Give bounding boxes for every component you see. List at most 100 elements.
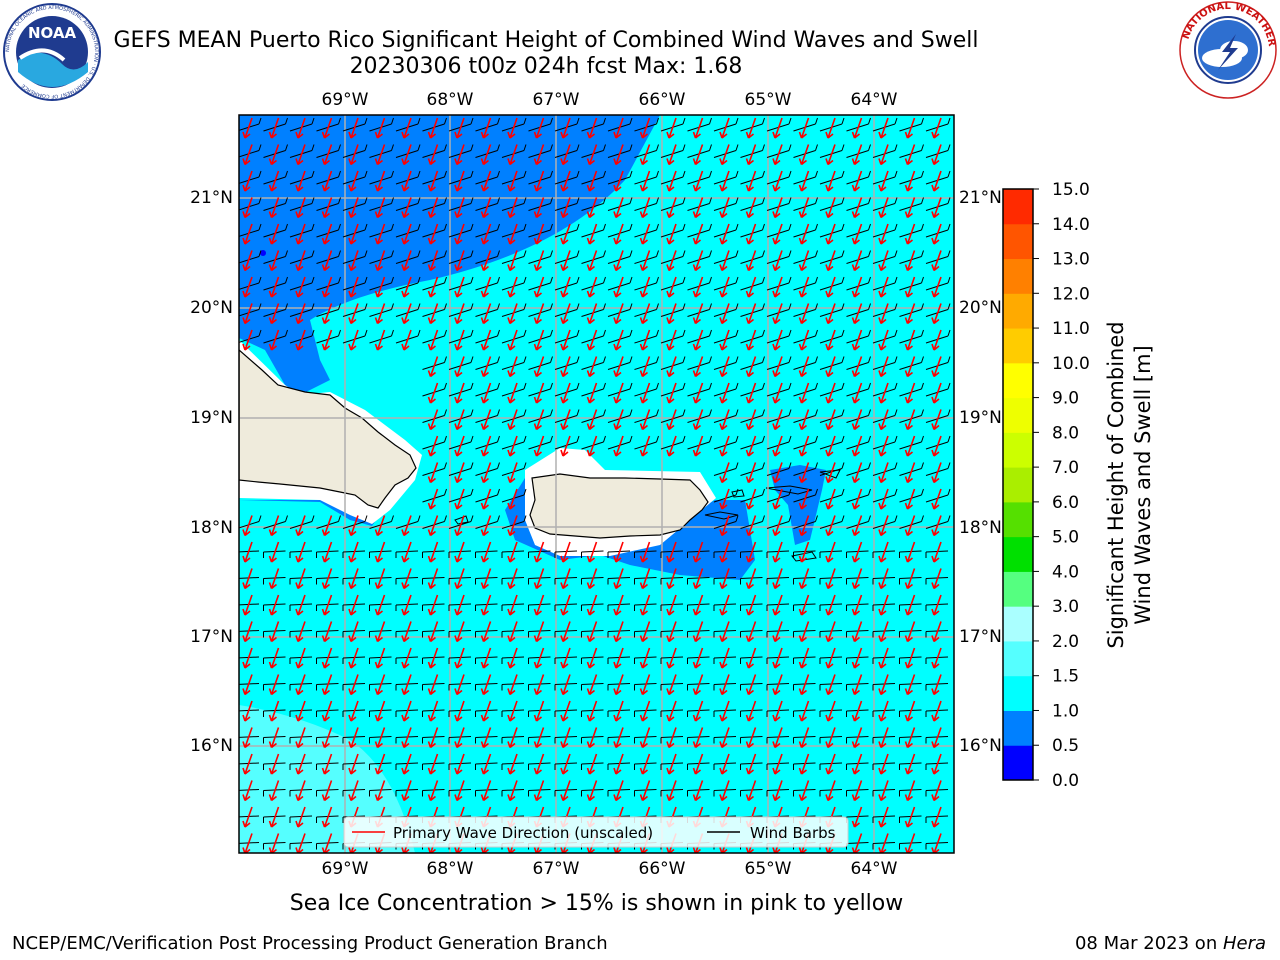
wave-direction-arrow: [719, 303, 730, 325]
wave-direction-arrow: [268, 303, 280, 325]
wave-direction-arrow: [242, 223, 253, 245]
wave-direction-arrow: [639, 568, 651, 590]
wave-direction-arrow: [904, 409, 916, 431]
wave-direction-arrow: [295, 780, 306, 802]
wave-direction-arrow: [480, 594, 492, 616]
wave-direction-arrow: [427, 329, 439, 351]
wave-direction-arrow: [692, 753, 704, 775]
wave-direction-arrow: [613, 223, 624, 245]
wave-direction-arrow: [745, 780, 757, 802]
wave-direction-arrow: [825, 515, 836, 537]
wave-direction-arrow: [480, 780, 492, 802]
wave-direction-arrow: [242, 170, 253, 192]
chart-subtitle: 20230306 t00z 024h fcst Max: 1.68: [349, 54, 743, 79]
wave-direction-arrow: [613, 594, 624, 616]
wave-direction-arrow: [904, 170, 916, 192]
wave-direction-arrow: [295, 117, 306, 139]
wave-direction-arrow: [798, 594, 810, 616]
wave-direction-arrow: [745, 144, 757, 166]
wave-direction-arrow: [798, 409, 810, 431]
wave-direction-arrow: [745, 515, 757, 537]
wave-direction-arrow: [825, 621, 836, 643]
wave-direction-arrow: [745, 621, 757, 643]
colorbar-tick-label: 2.0: [1052, 632, 1079, 652]
wave-direction-arrow: [772, 674, 783, 696]
wave-direction-arrow: [401, 117, 412, 139]
wave-direction-arrow: [321, 541, 333, 563]
wave-direction-arrow: [242, 197, 253, 219]
wave-direction-arrow: [931, 647, 942, 669]
wave-direction-arrow: [507, 674, 518, 696]
wave-direction-arrow: [480, 409, 492, 431]
wave-direction-arrow: [825, 594, 836, 616]
wave-direction-arrow: [507, 223, 518, 245]
noaa-logo-text: NOAA: [28, 24, 77, 42]
wave-direction-arrow: [507, 197, 518, 219]
wave-direction-arrow: [825, 117, 836, 139]
wave-direction-arrow: [427, 144, 439, 166]
wave-direction-arrow: [480, 170, 492, 192]
colorbar-tick-label: 8.0: [1052, 423, 1079, 443]
wave-direction-arrow: [533, 647, 545, 669]
wave-direction-arrow: [242, 541, 253, 563]
wave-direction-arrow: [825, 223, 836, 245]
wave-direction-arrow: [401, 594, 412, 616]
wave-direction-arrow: [692, 356, 704, 378]
wave-direction-arrow: [242, 250, 253, 272]
wave-direction-arrow: [480, 541, 492, 563]
wave-direction-arrow: [692, 435, 704, 457]
wave-direction-arrow: [242, 700, 253, 722]
wave-direction-arrow: [427, 488, 439, 510]
wave-direction-arrow: [666, 621, 677, 643]
colorbar-tick-label: 11.0: [1052, 319, 1090, 339]
wave-direction-arrow: [772, 727, 783, 749]
wave-direction-arrow: [878, 329, 889, 351]
colorbar-segment: [1003, 745, 1033, 781]
wave-direction-arrow: [719, 276, 730, 298]
wave-direction-arrow: [851, 621, 863, 643]
wave-direction-arrow: [401, 568, 412, 590]
wave-direction-arrow: [427, 170, 439, 192]
wave-direction-arrow: [533, 276, 545, 298]
footer-date: 08 Mar 2023 on Hera: [1075, 933, 1266, 954]
colorbar-segment: [1003, 293, 1033, 329]
wave-direction-arrow: [745, 409, 757, 431]
wave-direction-arrow: [560, 356, 571, 378]
colorbar-segment: [1003, 432, 1033, 468]
wave-direction-arrow: [613, 276, 624, 298]
wave-direction-arrow: [560, 594, 571, 616]
wave-direction-arrow: [242, 674, 253, 696]
wave-direction-arrow: [480, 647, 492, 669]
legend-wave-label: Primary Wave Direction (unscaled): [393, 824, 653, 842]
wave-direction-arrow: [295, 621, 306, 643]
wave-direction-arrow: [268, 170, 280, 192]
wave-direction-arrow: [348, 727, 359, 749]
lon-label-top: 66°W: [639, 90, 686, 110]
wave-direction-arrow: [825, 170, 836, 192]
wave-direction-arrow: [401, 674, 412, 696]
wave-direction-arrow: [745, 223, 757, 245]
wave-direction-arrow: [507, 276, 518, 298]
colorbar-tick-label: 7.0: [1052, 458, 1079, 478]
lon-label-top: 69°W: [322, 90, 369, 110]
island-st-thomas: [765, 485, 813, 495]
wave-direction-arrow: [719, 250, 730, 272]
wave-direction-arrow: [454, 409, 465, 431]
wave-direction-arrow: [454, 170, 465, 192]
wave-direction-arrow: [745, 329, 757, 351]
colorbar-segment: [1003, 640, 1033, 677]
wave-direction-arrow: [798, 674, 810, 696]
colorbar-tick-label: 13.0: [1052, 250, 1090, 270]
wave-direction-arrow: [586, 223, 598, 245]
wave-direction-arrow: [931, 144, 942, 166]
wave-direction-arrow: [825, 356, 836, 378]
wave-direction-arrow: [348, 197, 359, 219]
wave-direction-arrow: [613, 329, 624, 351]
wave-direction-arrow: [348, 117, 359, 139]
wave-direction-arrow: [878, 780, 889, 802]
wave-direction-arrow: [639, 197, 651, 219]
wave-direction-arrow: [772, 753, 783, 775]
wave-direction-arrow: [772, 170, 783, 192]
wave-direction-arrow: [666, 250, 677, 272]
wave-direction-arrow: [666, 647, 677, 669]
